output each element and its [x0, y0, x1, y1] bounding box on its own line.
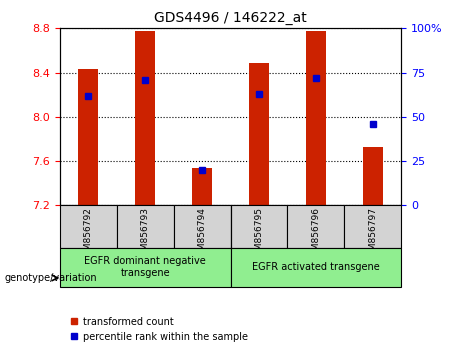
Text: genotype/variation: genotype/variation: [5, 273, 97, 283]
Bar: [135, 30, 155, 205]
Text: GSM856795: GSM856795: [254, 207, 263, 262]
Bar: [249, 63, 269, 205]
Text: GSM856792: GSM856792: [84, 207, 93, 262]
Legend: transformed count, percentile rank within the sample: transformed count, percentile rank withi…: [65, 313, 252, 346]
Text: EGFR activated transgene: EGFR activated transgene: [252, 262, 380, 272]
FancyBboxPatch shape: [174, 205, 230, 248]
Title: GDS4496 / 146222_at: GDS4496 / 146222_at: [154, 11, 307, 24]
Text: EGFR dominant negative
transgene: EGFR dominant negative transgene: [84, 256, 206, 278]
Text: GSM856793: GSM856793: [141, 207, 150, 262]
Bar: [363, 147, 383, 205]
Text: GSM856796: GSM856796: [311, 207, 320, 262]
FancyBboxPatch shape: [60, 205, 117, 248]
FancyBboxPatch shape: [230, 205, 287, 248]
Text: GSM856797: GSM856797: [368, 207, 377, 262]
Bar: [306, 30, 326, 205]
Bar: [192, 168, 212, 205]
FancyBboxPatch shape: [344, 205, 401, 248]
FancyBboxPatch shape: [60, 248, 230, 287]
Text: GSM856794: GSM856794: [198, 207, 207, 262]
Bar: [78, 69, 98, 205]
FancyBboxPatch shape: [230, 248, 401, 287]
FancyBboxPatch shape: [117, 205, 174, 248]
FancyBboxPatch shape: [287, 205, 344, 248]
